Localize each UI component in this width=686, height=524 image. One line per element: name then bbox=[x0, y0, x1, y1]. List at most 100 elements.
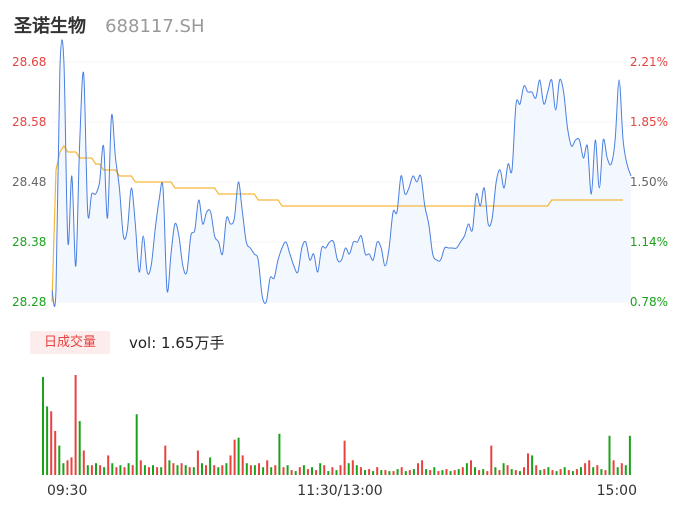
volume-bar bbox=[600, 469, 603, 475]
volume-bar bbox=[327, 471, 330, 475]
volume-bar bbox=[368, 469, 371, 475]
volume-bar bbox=[95, 463, 97, 475]
y-right-tick: 2.21% bbox=[630, 55, 668, 69]
volume-tag: 日成交量 bbox=[30, 331, 110, 354]
volume-bar bbox=[380, 470, 383, 475]
volume-bar bbox=[274, 465, 277, 475]
volume-bar bbox=[253, 465, 256, 475]
volume-bar bbox=[249, 465, 252, 475]
volume-bar bbox=[567, 470, 570, 475]
volume-bar bbox=[99, 465, 102, 475]
volume-bar bbox=[624, 465, 627, 475]
y-left-tick: 28.58 bbox=[12, 115, 46, 129]
y-right-tick: 0.78% bbox=[630, 295, 668, 309]
volume-bar bbox=[417, 463, 419, 475]
volume-bar bbox=[543, 469, 546, 475]
volume-bar bbox=[192, 467, 195, 475]
y-left-tick: 28.28 bbox=[12, 295, 46, 309]
volume-bar bbox=[160, 467, 163, 475]
volume-bar bbox=[46, 406, 49, 475]
volume-bar bbox=[176, 465, 179, 475]
volume-bar bbox=[286, 465, 289, 475]
volume-bar bbox=[237, 437, 240, 475]
volume-bar bbox=[506, 465, 509, 475]
volume-bar bbox=[42, 377, 44, 475]
volume-bar bbox=[616, 467, 619, 475]
volume-bar bbox=[339, 465, 342, 475]
volume-bar bbox=[188, 467, 191, 475]
volume-bar bbox=[217, 467, 220, 475]
volume-bar bbox=[364, 470, 366, 475]
volume-bar bbox=[482, 469, 485, 475]
volume-bar bbox=[70, 457, 73, 475]
volume-bar bbox=[62, 463, 65, 475]
volume-bar bbox=[584, 463, 587, 475]
volume-bar bbox=[298, 467, 301, 475]
stock-header: 圣诺生物 688117.SH bbox=[14, 12, 205, 40]
volume-bar bbox=[302, 465, 305, 475]
volume-bar bbox=[156, 467, 159, 475]
volume-bar bbox=[523, 467, 525, 475]
volume-bar bbox=[139, 460, 142, 475]
volume-bar bbox=[372, 471, 375, 475]
volume-bar bbox=[294, 471, 297, 475]
volume-bar bbox=[474, 467, 476, 475]
volume-bar bbox=[392, 471, 395, 475]
volume-bar bbox=[445, 469, 448, 475]
volume-bar bbox=[596, 465, 599, 475]
volume-bar bbox=[229, 455, 232, 475]
volume-bar bbox=[404, 471, 407, 475]
volume-bar bbox=[384, 470, 387, 475]
volume-bar bbox=[412, 469, 415, 475]
volume-bar bbox=[355, 465, 358, 475]
volume-bar bbox=[213, 465, 216, 475]
volume-bar bbox=[425, 469, 428, 475]
volume-bar bbox=[478, 470, 481, 475]
volume-bar bbox=[490, 445, 493, 475]
volume-bar bbox=[343, 440, 346, 475]
volume-bar bbox=[563, 467, 566, 475]
volume-bar bbox=[164, 445, 167, 475]
volume-bar bbox=[331, 467, 334, 475]
volume-bar bbox=[449, 471, 452, 475]
volume-bar bbox=[172, 463, 175, 475]
volume-bar bbox=[421, 460, 424, 475]
volume-bar bbox=[514, 470, 517, 475]
volume-bar bbox=[359, 467, 362, 475]
volume-bar bbox=[486, 471, 489, 475]
volume-bar bbox=[408, 470, 411, 475]
volume-bar bbox=[502, 463, 505, 475]
volume-bar bbox=[494, 467, 497, 475]
volume-bars bbox=[42, 375, 631, 475]
volume-bar bbox=[306, 469, 309, 475]
volume-bar bbox=[323, 465, 326, 475]
volume-bar bbox=[400, 467, 403, 475]
volume-bar bbox=[335, 470, 338, 475]
volume-bar bbox=[315, 470, 318, 475]
volume-bar bbox=[90, 465, 93, 475]
y-right-tick: 1.14% bbox=[630, 235, 668, 249]
volume-bar bbox=[262, 467, 265, 475]
volume-bar bbox=[180, 463, 183, 475]
price-area bbox=[52, 39, 631, 307]
volume-bar bbox=[168, 460, 171, 475]
volume-bar bbox=[152, 465, 154, 475]
volume-bar bbox=[539, 470, 542, 475]
volume-bar bbox=[86, 465, 89, 475]
price-line bbox=[51, 39, 632, 307]
volume-bar bbox=[457, 469, 460, 475]
volume-bar bbox=[612, 460, 615, 475]
volume-bar bbox=[376, 467, 379, 475]
volume-bar bbox=[311, 467, 313, 475]
stock-name: 圣诺生物 bbox=[14, 16, 86, 37]
volume-bar bbox=[290, 470, 293, 475]
volume-bar bbox=[555, 471, 558, 475]
volume-bar bbox=[441, 470, 444, 475]
volume-bar bbox=[388, 471, 391, 475]
volume-bar bbox=[547, 467, 550, 475]
volume-bar bbox=[608, 435, 611, 475]
volume-bar bbox=[115, 467, 118, 475]
volume-bar bbox=[628, 435, 631, 475]
volume-bar bbox=[498, 470, 501, 475]
